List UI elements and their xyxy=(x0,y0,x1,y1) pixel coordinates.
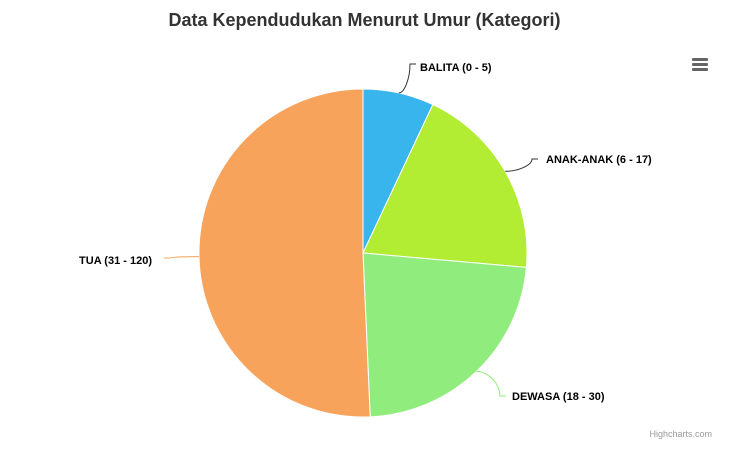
pie-slices xyxy=(198,88,528,418)
pie-slice[interactable] xyxy=(362,103,528,268)
pie-slice[interactable] xyxy=(198,88,371,418)
label-connectors xyxy=(164,63,538,397)
data-label: ANAK-ANAK (6 - 17) xyxy=(546,154,652,166)
chart-title: Data Kependudukan Menurut Umur (Kategori… xyxy=(168,10,561,30)
pie-slice[interactable] xyxy=(362,252,527,418)
label-connector xyxy=(398,63,416,94)
data-labels: BALITA (0 - 5) ANAK-ANAK (6 - 17) DEWASA (… xyxy=(79,62,652,403)
data-label: TUA (31 - 120) xyxy=(79,255,152,267)
data-label: DEWASA (18 - 30) xyxy=(512,391,605,403)
label-connector xyxy=(476,371,506,397)
label-connector xyxy=(505,158,538,172)
data-label: BALITA (0 - 5) xyxy=(420,62,492,74)
label-connector xyxy=(164,256,200,259)
credits-link[interactable]: Highcharts.com xyxy=(649,429,712,439)
hamburger-menu-icon[interactable] xyxy=(686,52,712,76)
